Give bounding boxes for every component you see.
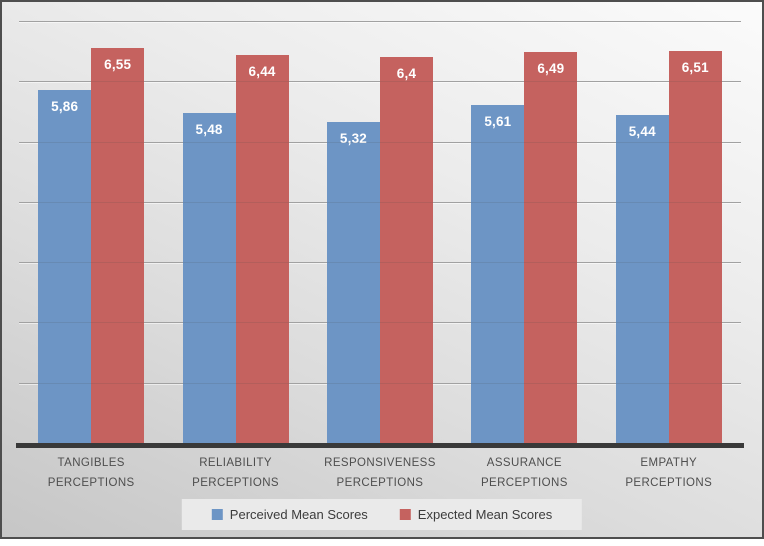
- gridline: [19, 201, 741, 203]
- bar-group: 5,86 6,55: [19, 21, 163, 443]
- gridline: [19, 81, 741, 83]
- bar-value-label: 5,48: [195, 121, 223, 137]
- bar-perceived: 5,61: [471, 104, 525, 443]
- bar-perceived: 5,44: [615, 115, 669, 443]
- gridline: [19, 141, 741, 143]
- gridline: [19, 382, 741, 384]
- bar-perceived: 5,48: [182, 112, 236, 443]
- x-axis-line: [16, 443, 744, 448]
- bar-value-label: 6,55: [104, 57, 132, 73]
- bar-group: 5,61 6,49: [452, 21, 596, 443]
- legend-swatch-perceived-icon: [211, 509, 223, 520]
- category-label: RELIABILITY PERCEPTIONS: [192, 457, 279, 489]
- bar-value-label: 6,4: [396, 66, 417, 82]
- category-label: EMPATHY PERCEPTIONS: [625, 457, 713, 489]
- bar-group: 5,44 6,51: [597, 21, 741, 443]
- legend-label-expected: Expected Mean Scores: [417, 507, 553, 522]
- legend-label-perceived: Perceived Mean Scores: [229, 507, 368, 522]
- bars-layer: 5,86 6,55 5,48 6,44 5,32 6,4 5,61 6,49 5,44 6,51: [19, 21, 741, 443]
- bar-value-label: 6,49: [537, 60, 565, 76]
- legend-swatch-expected-icon: [399, 509, 411, 520]
- category-label: ASSURANCE PERCEPTIONS: [480, 457, 568, 489]
- bar-value-label: 5,86: [51, 98, 79, 114]
- category-axis: TANGIBLES PERCEPTIONS RELIABILITY PERCEPT…: [19, 453, 741, 493]
- gridline: [19, 21, 741, 22]
- legend: Perceived Mean Scores Expected Mean Scor…: [181, 499, 583, 530]
- legend-item-perceived: Perceived Mean Scores: [211, 507, 368, 522]
- bar-value-label: 6,44: [248, 63, 276, 79]
- bar-group: 5,32 6,4: [308, 21, 452, 443]
- bar-expected: 6,51: [668, 50, 722, 443]
- bar-expected: 6,55: [91, 48, 145, 443]
- bar-value-label: 5,32: [339, 131, 367, 147]
- gridline: [19, 262, 741, 264]
- plot-area: 5,86 6,55 5,48 6,44 5,32 6,4 5,61 6,49 5,44 6,51: [16, 21, 744, 448]
- gridlines-front-layer: [19, 21, 741, 443]
- gridline: [19, 21, 741, 22]
- bar-expected: 6,44: [235, 54, 289, 443]
- category-label: TANGIBLES PERCEPTIONS: [47, 457, 135, 489]
- gridline: [19, 322, 741, 324]
- legend-item-expected: Expected Mean Scores: [399, 507, 553, 522]
- bar-group: 5,48 6,44: [163, 21, 307, 443]
- bar-expected: 6,49: [524, 51, 578, 443]
- bar-value-label: 5,44: [628, 124, 656, 139]
- bar-perceived: 5,86: [38, 89, 92, 443]
- bar-perceived: 5,32: [326, 122, 380, 443]
- bar-expected: 6,4: [379, 57, 433, 443]
- bar-value-label: 6,51: [681, 59, 709, 75]
- category-label: RESPONSIVENESS PERCEPTIONS: [324, 457, 436, 489]
- bar-value-label: 5,61: [484, 113, 512, 129]
